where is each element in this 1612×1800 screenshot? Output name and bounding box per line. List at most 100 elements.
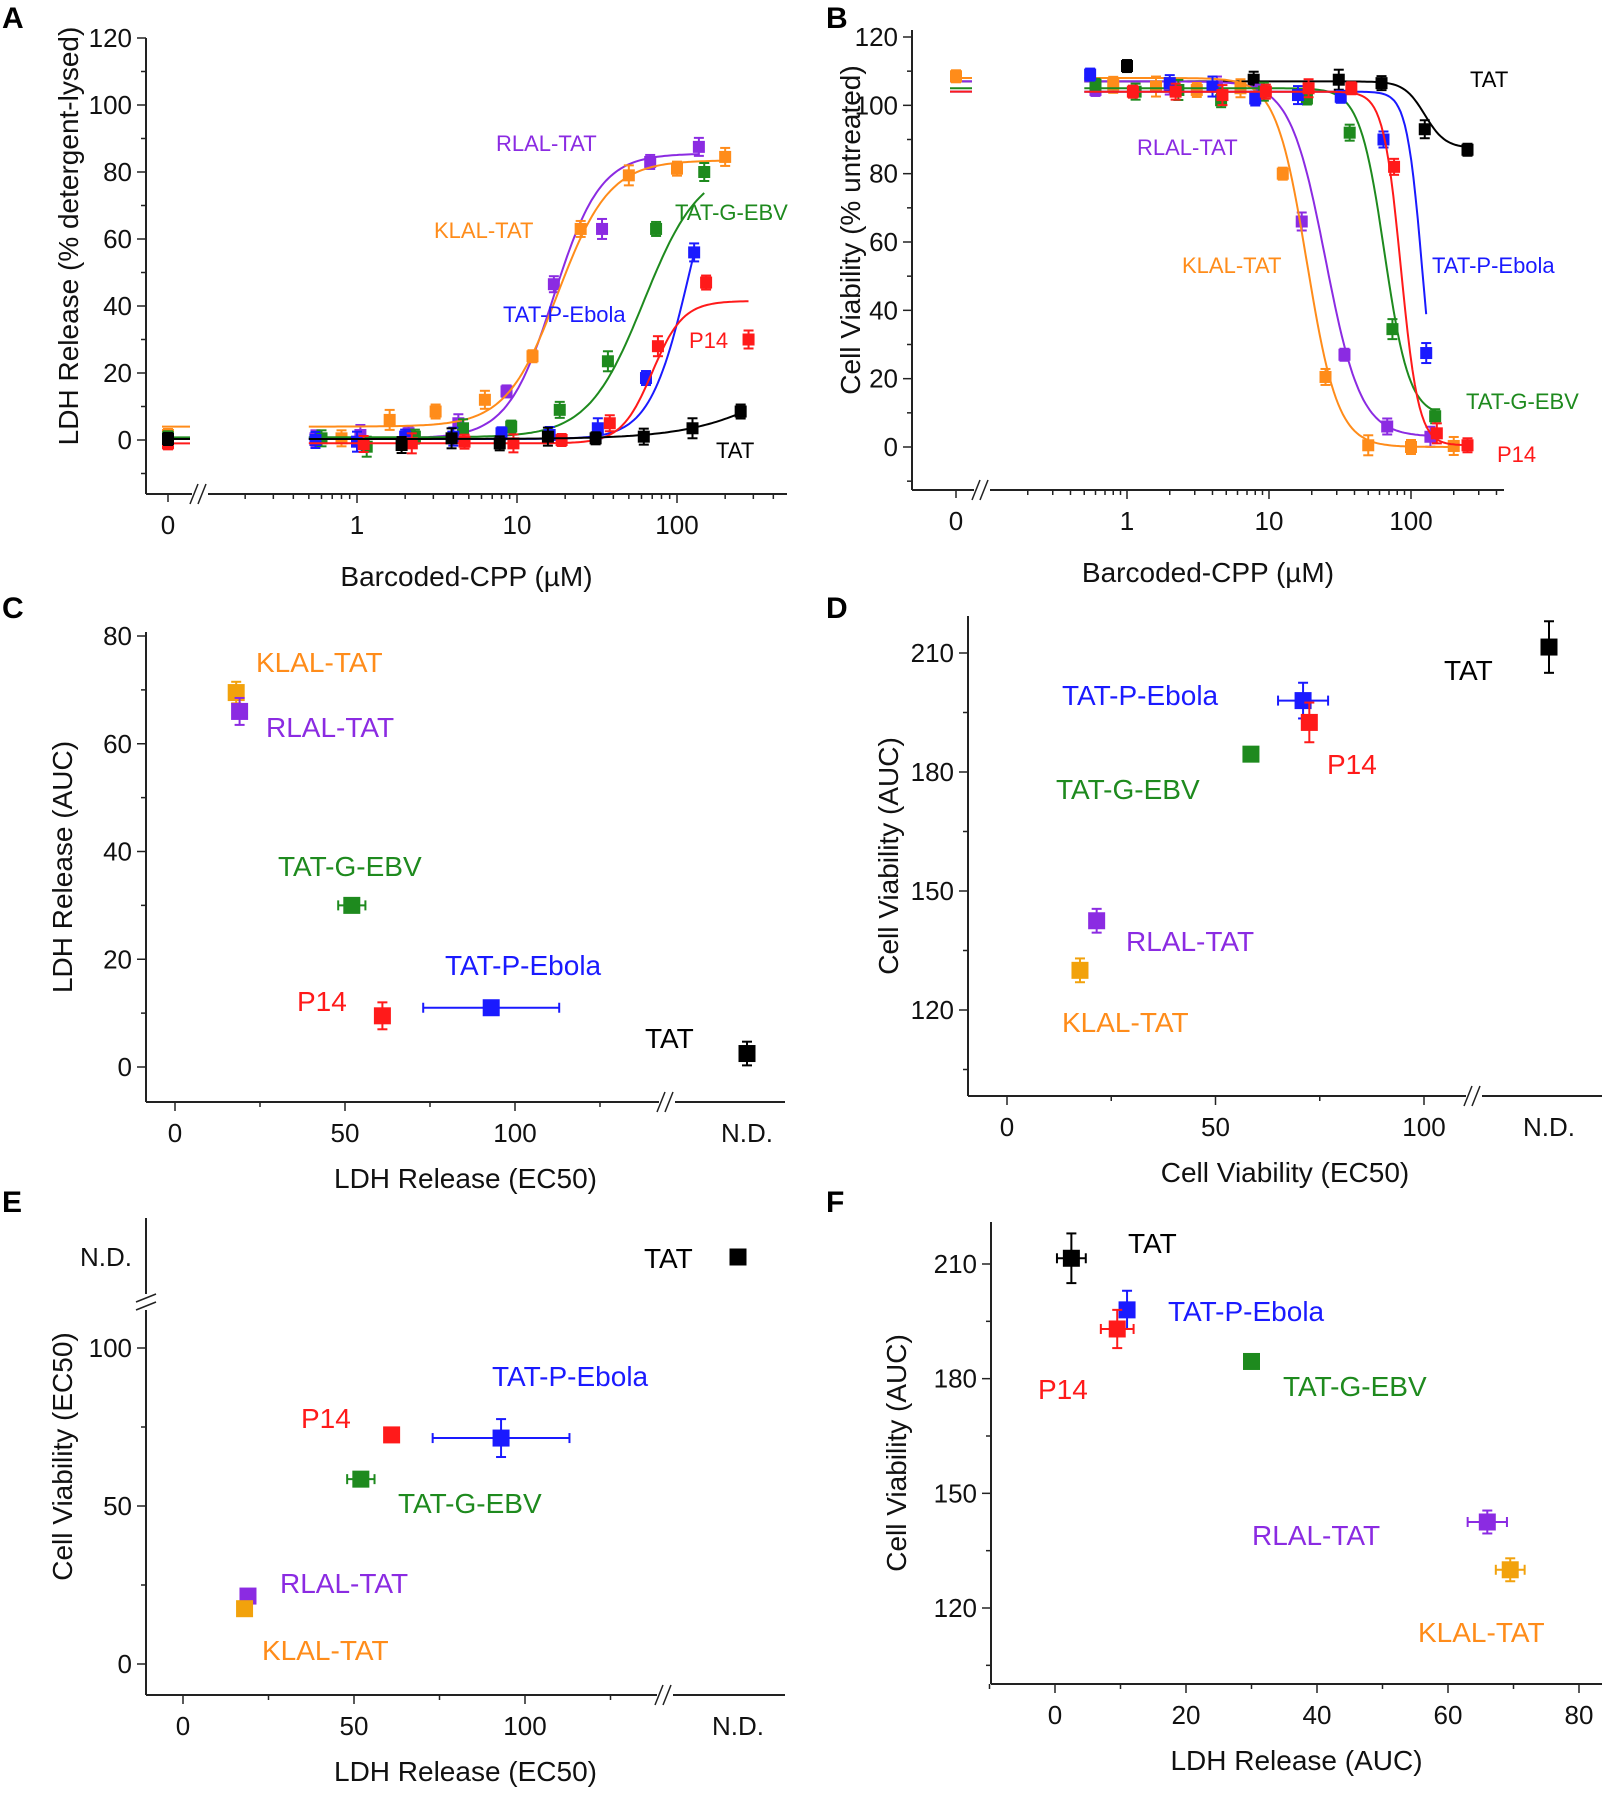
y-axis-title: Cell Viability (AUC)	[873, 737, 904, 975]
data-point	[1362, 439, 1375, 452]
axis-break-mark	[135, 1301, 157, 1311]
series-label-tat-p-ebola: TAT-P-Ebola	[1062, 680, 1219, 711]
data-point	[1276, 167, 1289, 180]
point-klal-tat	[236, 1600, 254, 1618]
data-point	[729, 1248, 747, 1266]
series-tat-p-ebola	[162, 242, 701, 453]
axis-break-mark	[662, 1684, 672, 1706]
series-label-rlal-tat: RLAL-TAT	[280, 1568, 408, 1599]
y-tick-label: 20	[869, 364, 898, 394]
series-label-p14: P14	[1327, 749, 1377, 780]
panel-letter-b: B	[826, 2, 848, 35]
panel-d-viability-auc-vs-ec50: 120 150 180 210 0 50 100 N.D. Cell Viability (EC…	[873, 616, 1602, 1188]
y-tick-label: 0	[118, 1649, 132, 1679]
axis-break-mark	[189, 483, 199, 505]
axis-break-mark	[135, 1293, 157, 1303]
panel-f-viability-auc-vs-ldh-auc: 120 150 180 210 0 20 40 60 80 LDH Release (AUC) Ce…	[881, 1222, 1602, 1776]
series-p14	[950, 78, 1474, 454]
y-tick-label: 20	[103, 358, 132, 388]
series-label-rlal-tat: RLAL-TAT	[1126, 926, 1254, 957]
x-axis-title: LDH Release (EC50)	[334, 1756, 597, 1787]
data-point	[1169, 85, 1182, 98]
series-label-p14: P14	[1038, 1374, 1088, 1405]
axis-break-gap	[140, 1294, 152, 1310]
y-tick-label: 100	[855, 90, 898, 120]
series-tat-p-ebola	[950, 67, 1433, 365]
data-point	[343, 896, 361, 914]
data-point	[493, 437, 506, 450]
series-label-tat-g-ebv: TAT-G-EBV	[675, 200, 788, 225]
fit-curve	[1084, 90, 1428, 315]
data-point	[688, 246, 701, 259]
series-label-tat-g-ebv: TAT-G-EBV	[1056, 774, 1200, 805]
panel-b-cell-viability-curve: 0 20 40 60 80 100 120 0 1 10 100 Barcoded-CPP (µM) C…	[835, 22, 1579, 588]
series-label-p14: P14	[1497, 442, 1536, 467]
point-klal-tat	[1071, 957, 1089, 984]
x-axis-title: LDH Release (AUC)	[1170, 1745, 1422, 1776]
data-point	[1386, 323, 1399, 336]
x-tick-label: 1	[1120, 506, 1134, 536]
y-axis-title: Cell Viability (AUC)	[881, 1334, 912, 1572]
series-label-tat: TAT	[645, 1023, 694, 1054]
data-point	[950, 70, 962, 83]
series-label-klal-tat: KLAL-TAT	[434, 218, 533, 243]
axis-break-mark	[979, 479, 989, 501]
data-point	[1332, 73, 1345, 86]
y-tick-label: 60	[103, 729, 132, 759]
x-tick-label: N.D.	[721, 1118, 773, 1148]
x-tick-label: 50	[340, 1711, 369, 1741]
x-tick-label: 100	[1389, 506, 1432, 536]
panel-a-ldh-release-curve: 0 20 40 60 80 100 120 0 1 10 100 Barcoded-CPP (µM) L…	[53, 23, 788, 592]
y-tick-label: 0	[884, 432, 898, 462]
x-tick-label: 10	[503, 510, 532, 540]
x-tick-label: 10	[1255, 506, 1284, 536]
y-tick-label: 120	[911, 995, 954, 1025]
data-point	[650, 222, 663, 235]
data-point	[1062, 1249, 1080, 1267]
data-point	[1149, 80, 1162, 93]
point-tat-p-ebola	[422, 999, 561, 1017]
y-tick-label: 50	[103, 1491, 132, 1521]
series-label-p14: P14	[297, 986, 347, 1017]
point-tat	[1540, 620, 1558, 674]
data-point	[1377, 133, 1390, 146]
data-point	[1121, 60, 1133, 73]
data-point	[1089, 78, 1102, 91]
y-tick-label: 180	[911, 757, 954, 787]
y-tick-label: 60	[869, 227, 898, 257]
data-point	[492, 1429, 510, 1447]
data-point	[1126, 85, 1139, 98]
point-tat-g-ebv	[337, 896, 367, 914]
y-tick-label: 210	[934, 1249, 977, 1279]
fit-curve	[308, 412, 742, 440]
data-point	[395, 439, 408, 452]
data-point	[1088, 912, 1106, 930]
y-tick-label: 60	[103, 224, 132, 254]
data-point	[1334, 90, 1347, 103]
point-tat	[1055, 1232, 1087, 1285]
series-tat	[162, 403, 747, 455]
y-tick-label: 120	[934, 1593, 977, 1623]
data-point	[405, 437, 418, 450]
series-label-p14: P14	[689, 328, 728, 353]
point-p14	[1099, 1308, 1135, 1350]
data-point	[507, 437, 520, 450]
data-point	[500, 385, 513, 398]
data-point	[1388, 160, 1401, 173]
x-tick-label: 50	[1201, 1112, 1230, 1142]
data-point	[637, 430, 650, 443]
x-tick-label: N.D.	[1523, 1112, 1575, 1142]
data-point	[1540, 638, 1558, 656]
data-point	[1242, 745, 1260, 763]
data-point	[457, 422, 470, 435]
series-label-tat: TAT	[1128, 1228, 1177, 1259]
data-point	[700, 276, 713, 289]
data-point	[1420, 347, 1433, 360]
data-point	[738, 1045, 756, 1063]
y-tick-label: 180	[934, 1364, 977, 1394]
y-axis-title: LDH Release (% detergent-lysed)	[53, 27, 84, 446]
axis-break-mark	[656, 1091, 666, 1113]
series-label-tat-p-ebola: TAT-P-Ebola	[503, 302, 626, 327]
data-point	[505, 420, 518, 433]
